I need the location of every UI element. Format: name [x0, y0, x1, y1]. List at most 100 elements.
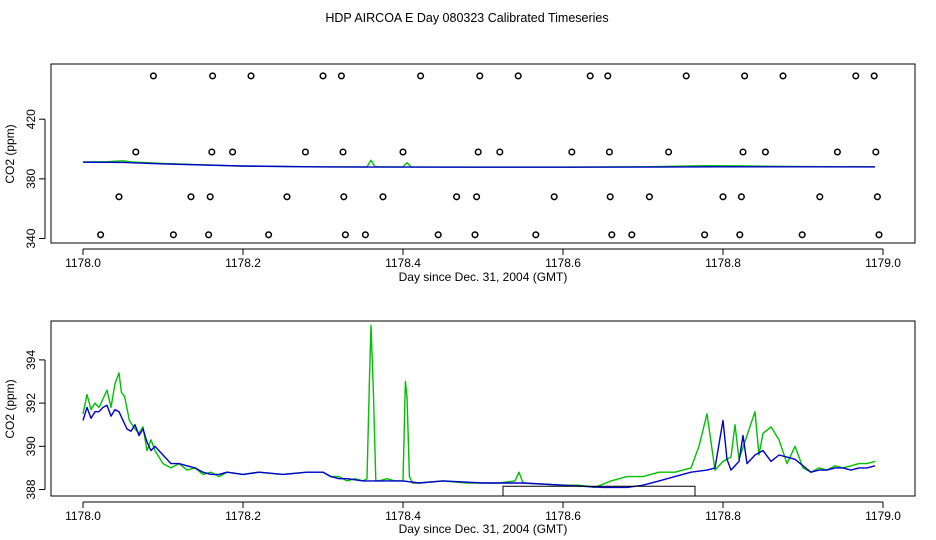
data-point [816, 193, 824, 201]
data-point [361, 231, 369, 239]
top-x-tick-label: 1178.2 [225, 256, 261, 270]
bottom-x-tick-label: 1178.8 [705, 509, 741, 523]
data-point [606, 193, 614, 201]
data-point [417, 72, 425, 80]
data-point [739, 148, 747, 156]
top-points [97, 72, 883, 239]
data-point [568, 148, 576, 156]
data-point [476, 72, 484, 80]
bottom-series-lines [82, 324, 876, 489]
data-point [875, 231, 883, 239]
top-panel: 1178.0 1178.2 1178.4 1178.6 1178.8 1179.0 340… [3, 63, 916, 284]
data-point [586, 72, 594, 80]
top-y-tick-label: 340 [24, 228, 38, 248]
bottom-x-axis-label: Day since Dec. 31, 2004 (GMT) [399, 522, 568, 536]
top-x-tick-label: 1178.0 [65, 256, 101, 270]
data-point [605, 148, 613, 156]
data-point [115, 193, 123, 201]
data-point [341, 231, 349, 239]
data-point [208, 148, 216, 156]
data-point [187, 193, 195, 201]
data-point [736, 231, 744, 239]
top-y-axis: 340 380 420 [24, 109, 46, 249]
data-point [209, 72, 217, 80]
data-point [265, 231, 273, 239]
data-point [779, 72, 787, 80]
bottom-y-axis-label: CO2 (ppm) [3, 379, 17, 438]
range-bracket [502, 485, 696, 496]
data-point [434, 231, 442, 239]
data-point [453, 193, 461, 201]
top-y-axis-label: CO2 (ppm) [3, 124, 17, 183]
bottom-series-blue [82, 404, 876, 489]
data-point [798, 231, 806, 239]
data-point [206, 193, 214, 201]
bottom-x-tick-label: 1178.6 [545, 509, 581, 523]
data-point [872, 148, 880, 156]
data-point [665, 148, 673, 156]
bottom-x-axis: 1178.0 1178.2 1178.4 1178.6 1178.8 1179.0 [65, 501, 901, 523]
data-point [550, 193, 558, 201]
data-point [496, 148, 504, 156]
data-point [473, 193, 481, 201]
top-plot-frame [50, 63, 916, 244]
data-point [149, 72, 157, 80]
data-point [337, 72, 345, 80]
top-x-tick-label: 1178.6 [545, 256, 581, 270]
bottom-y-tick-label: 388 [24, 479, 38, 499]
data-point [319, 72, 327, 80]
top-x-tick-label: 1178.8 [705, 256, 741, 270]
data-point [514, 72, 522, 80]
data-point [339, 148, 347, 156]
data-point [604, 72, 612, 80]
data-point [471, 231, 479, 239]
top-x-axis-label: Day since Dec. 31, 2004 (GMT) [399, 270, 568, 284]
top-series-lines [82, 159, 876, 168]
data-point [645, 193, 653, 201]
data-point [169, 231, 177, 239]
bottom-y-axis: 388 390 392 394 [24, 350, 46, 500]
data-point [873, 193, 881, 201]
data-point [628, 231, 636, 239]
data-point [205, 231, 213, 239]
top-x-axis: 1178.0 1178.2 1178.4 1178.6 1178.8 1179.0 [65, 248, 901, 270]
data-point [283, 193, 291, 201]
bottom-plot-frame [50, 320, 916, 497]
data-point [247, 72, 255, 80]
top-series-blue [82, 161, 876, 168]
top-x-tick-label: 1179.0 [865, 256, 901, 270]
bottom-bracket [502, 485, 696, 496]
chart-title: HDP AIRCOA E Day 080323 Calibrated Times… [325, 11, 608, 25]
top-y-tick-label: 380 [24, 169, 38, 189]
data-point [701, 231, 709, 239]
data-point [301, 148, 309, 156]
top-x-tick-label: 1178.4 [385, 256, 421, 270]
bottom-x-tick-label: 1178.0 [65, 509, 101, 523]
top-series-green [82, 159, 876, 168]
data-point [741, 72, 749, 80]
data-point [379, 193, 387, 201]
top-y-tick-label: 420 [24, 109, 38, 129]
data-point [719, 193, 727, 201]
data-point [870, 72, 878, 80]
data-point [608, 231, 616, 239]
bottom-y-tick-label: 390 [24, 436, 38, 456]
bottom-x-tick-label: 1179.0 [865, 509, 901, 523]
data-point [833, 148, 841, 156]
data-point [399, 148, 407, 156]
bottom-series-green [82, 324, 876, 489]
bottom-x-tick-label: 1178.2 [225, 509, 261, 523]
data-point [852, 72, 860, 80]
data-point [474, 148, 482, 156]
bottom-panel: 1178.0 1178.2 1178.4 1178.6 1178.8 1179.0 388… [3, 320, 916, 536]
bottom-x-tick-label: 1178.4 [385, 509, 421, 523]
data-point [340, 193, 348, 201]
data-point [229, 148, 237, 156]
data-point [97, 231, 105, 239]
data-point [761, 148, 769, 156]
data-point [532, 231, 540, 239]
data-point [737, 193, 745, 201]
bottom-y-tick-label: 394 [24, 350, 38, 370]
bottom-y-tick-label: 392 [24, 393, 38, 413]
